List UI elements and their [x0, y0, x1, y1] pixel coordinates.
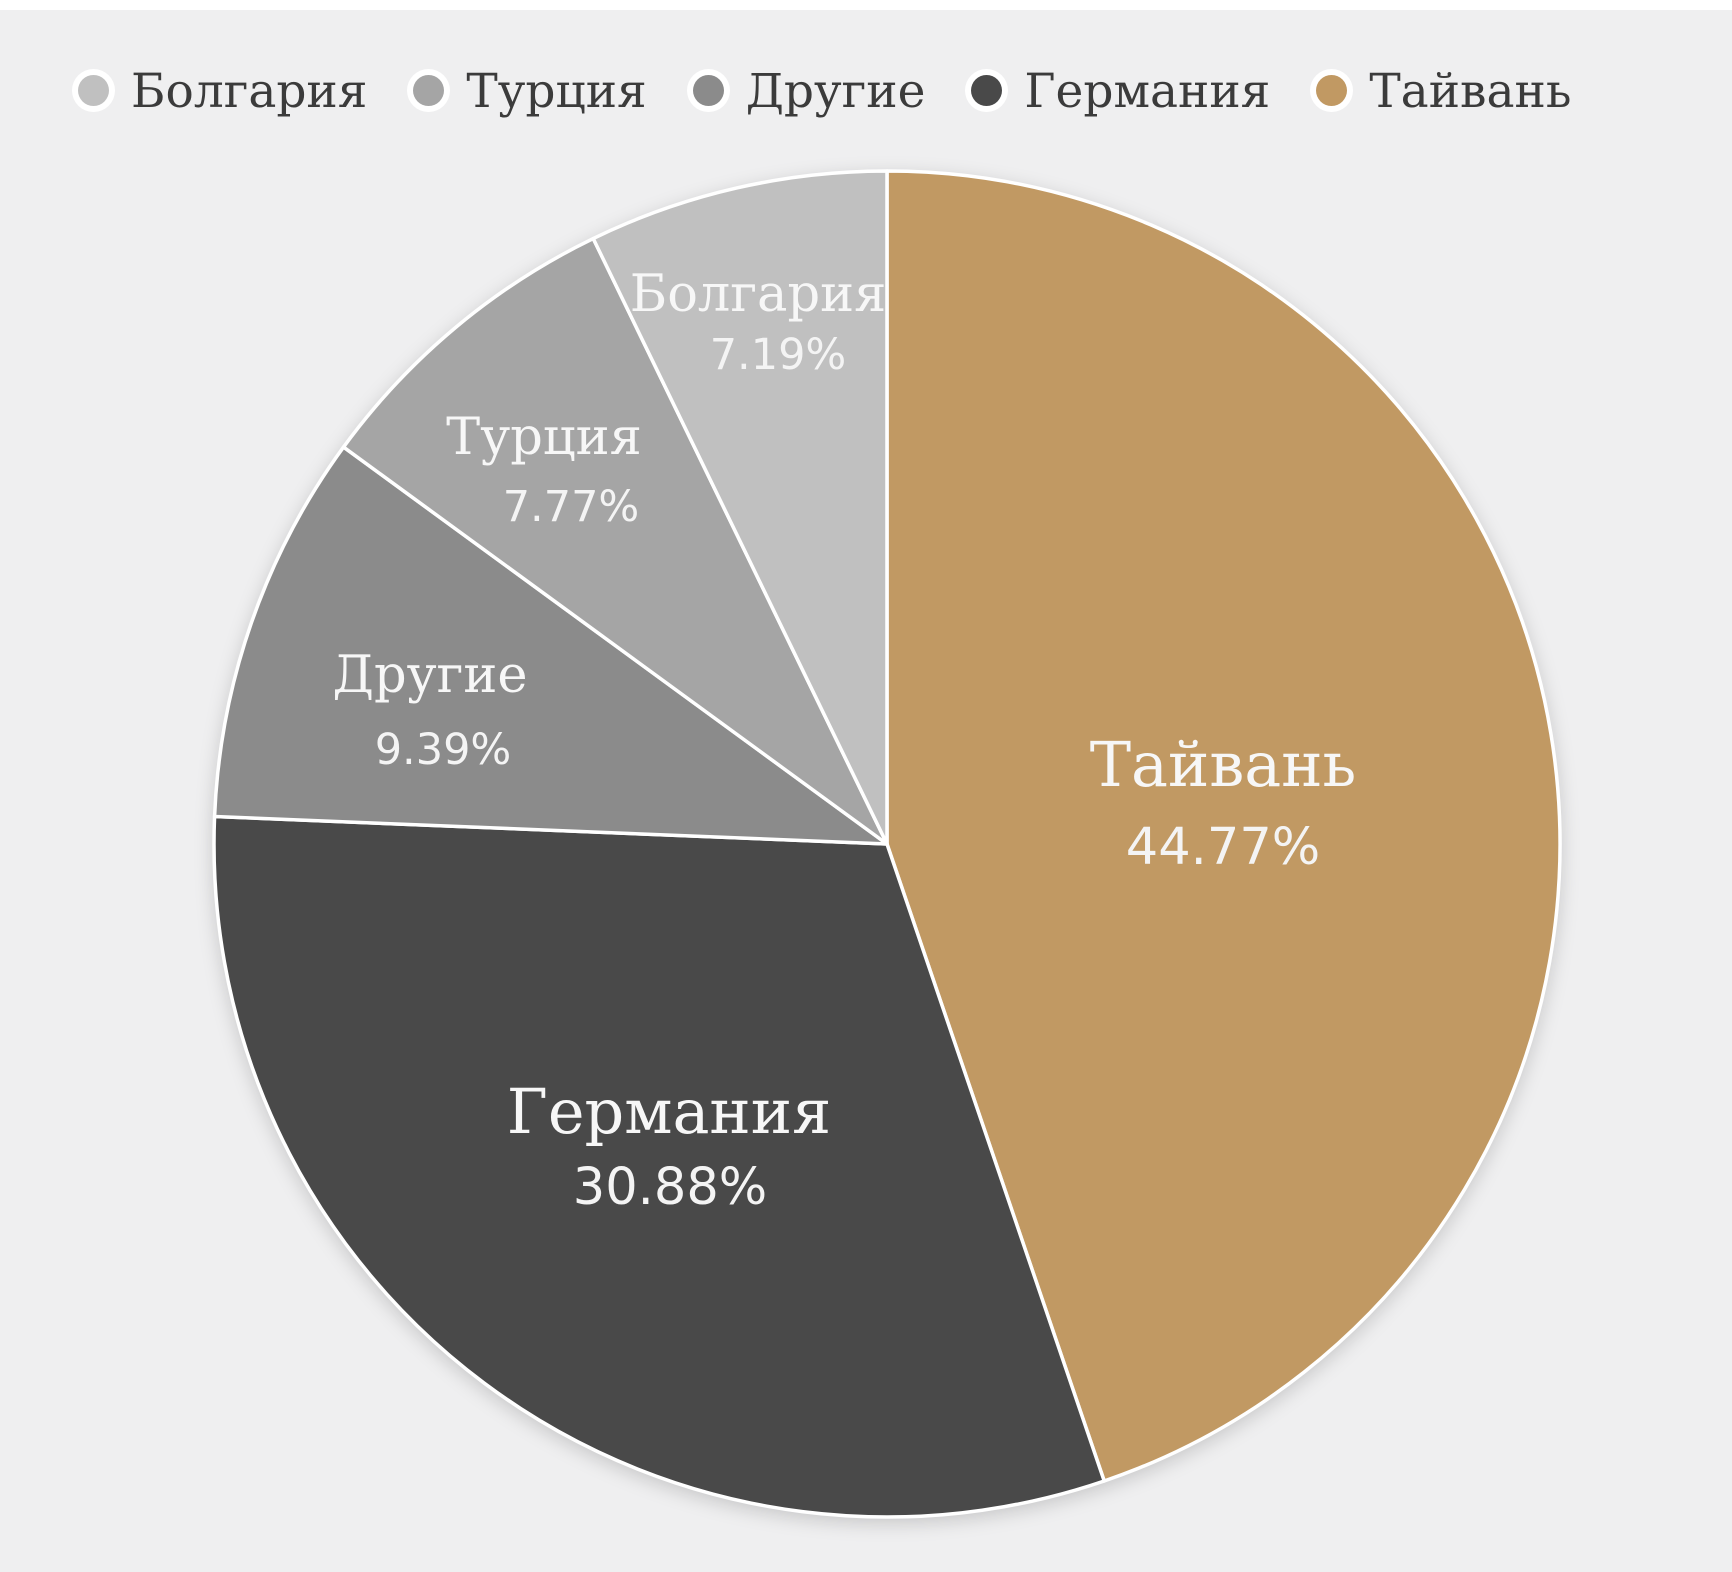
pie-slice-Турция[interactable] — [341, 236, 889, 846]
slice-name-label-Болгария: Болгария — [630, 265, 887, 324]
slice-pct-label-Болгария: 7.19% — [710, 330, 847, 380]
legend-label-germania: Германия — [1024, 64, 1271, 119]
slice-name-label-Другие: Другие — [332, 646, 527, 705]
pie-chart: Болгария 7.19% Турция 7.77% Другие 9.39% Герма… — [212, 169, 1562, 1519]
pie-slice-Болгария[interactable] — [591, 169, 889, 846]
legend-dot-bolgaria-icon — [78, 75, 109, 106]
pie-slice-Германия[interactable] — [212, 814, 1106, 1519]
slice-name-label-Тайвань: Тайвань — [1090, 728, 1357, 801]
slice-name-label-Германия: Германия — [507, 1075, 831, 1148]
legend-dot-taiwan-icon — [1316, 75, 1348, 106]
legend-label-turcia: Турция — [466, 64, 647, 119]
slice-pct-label-Тайвань: 44.77% — [1126, 818, 1320, 877]
legend-dot-drugie-icon — [692, 75, 724, 106]
legend-item-drugie[interactable]: Другие — [692, 64, 926, 119]
legend-label-taiwan: Тайвань — [1369, 64, 1572, 119]
legend-item-turcia[interactable]: Турция — [413, 64, 647, 119]
slice-pct-label-Другие: 9.39% — [375, 725, 512, 775]
legend-dot-turcia-icon — [413, 75, 445, 106]
legend-item-bolgaria[interactable]: Болгария — [78, 66, 367, 115]
chart-canvas: Болгария 7.19% Турция 7.77% Другие 9.39% Герма… — [0, 10, 1732, 1572]
slice-pct-label-Германия: 30.88% — [573, 1158, 767, 1217]
pie-slices-group — [212, 169, 1562, 1519]
legend-item-taiwan[interactable]: Тайвань — [1316, 66, 1571, 115]
pie-slice-Тайвань[interactable] — [885, 169, 1562, 1483]
slice-name-label-Турция: Турция — [446, 408, 642, 467]
slice-pct-label-Турция: 7.77% — [503, 482, 640, 532]
legend-item-germania[interactable]: Германия — [971, 66, 1270, 115]
legend-dot-germania-icon — [971, 75, 1003, 106]
pie-slice-Другие[interactable] — [212, 445, 889, 846]
legend: Болгария Турция Другие Германия Тайвань — [78, 66, 1571, 115]
legend-label-bolgaria: Болгария — [131, 64, 368, 119]
legend-label-drugie: Другие — [745, 64, 926, 119]
